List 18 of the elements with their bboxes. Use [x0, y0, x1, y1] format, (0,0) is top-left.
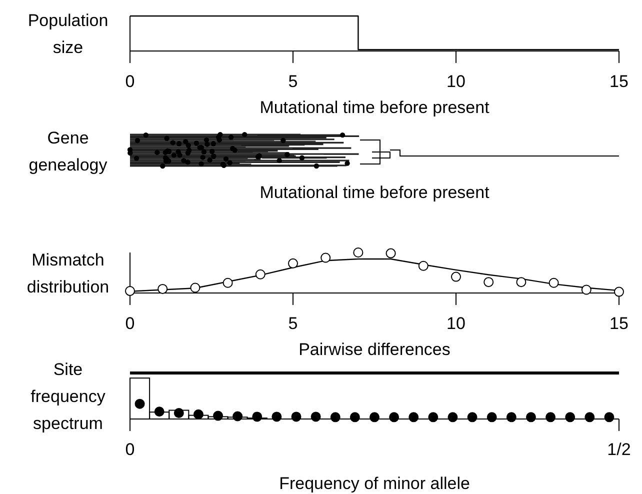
x-tick-label: 5 — [288, 72, 298, 91]
x-tick-label: 10 — [446, 72, 466, 91]
y-axis-title: Site frequency spectrum — [30, 360, 106, 433]
x-tick-label: 15 — [610, 72, 628, 91]
x-axis-title: Frequency of minor allele — [279, 474, 470, 493]
text: Gene genealogy — [28, 128, 108, 174]
text: Mutational time before present — [260, 183, 490, 202]
x-tick-label: 5 — [288, 314, 298, 333]
x-tick-label: 10 — [446, 314, 466, 333]
x-tick-label: 1/2 — [607, 440, 631, 459]
x-tick-label: 0 — [125, 314, 135, 333]
x-axis-title: Pairwise differences — [298, 340, 450, 359]
x-axis-title: Mutational time before present — [260, 98, 490, 117]
y-axis-title: Population size — [28, 11, 108, 57]
x-tick-label: 0 — [125, 72, 135, 91]
x-tick-label: 15 — [610, 314, 628, 333]
y-axis-title: Mismatch distribution — [26, 250, 110, 296]
x-tick-label: 0 — [125, 440, 135, 459]
